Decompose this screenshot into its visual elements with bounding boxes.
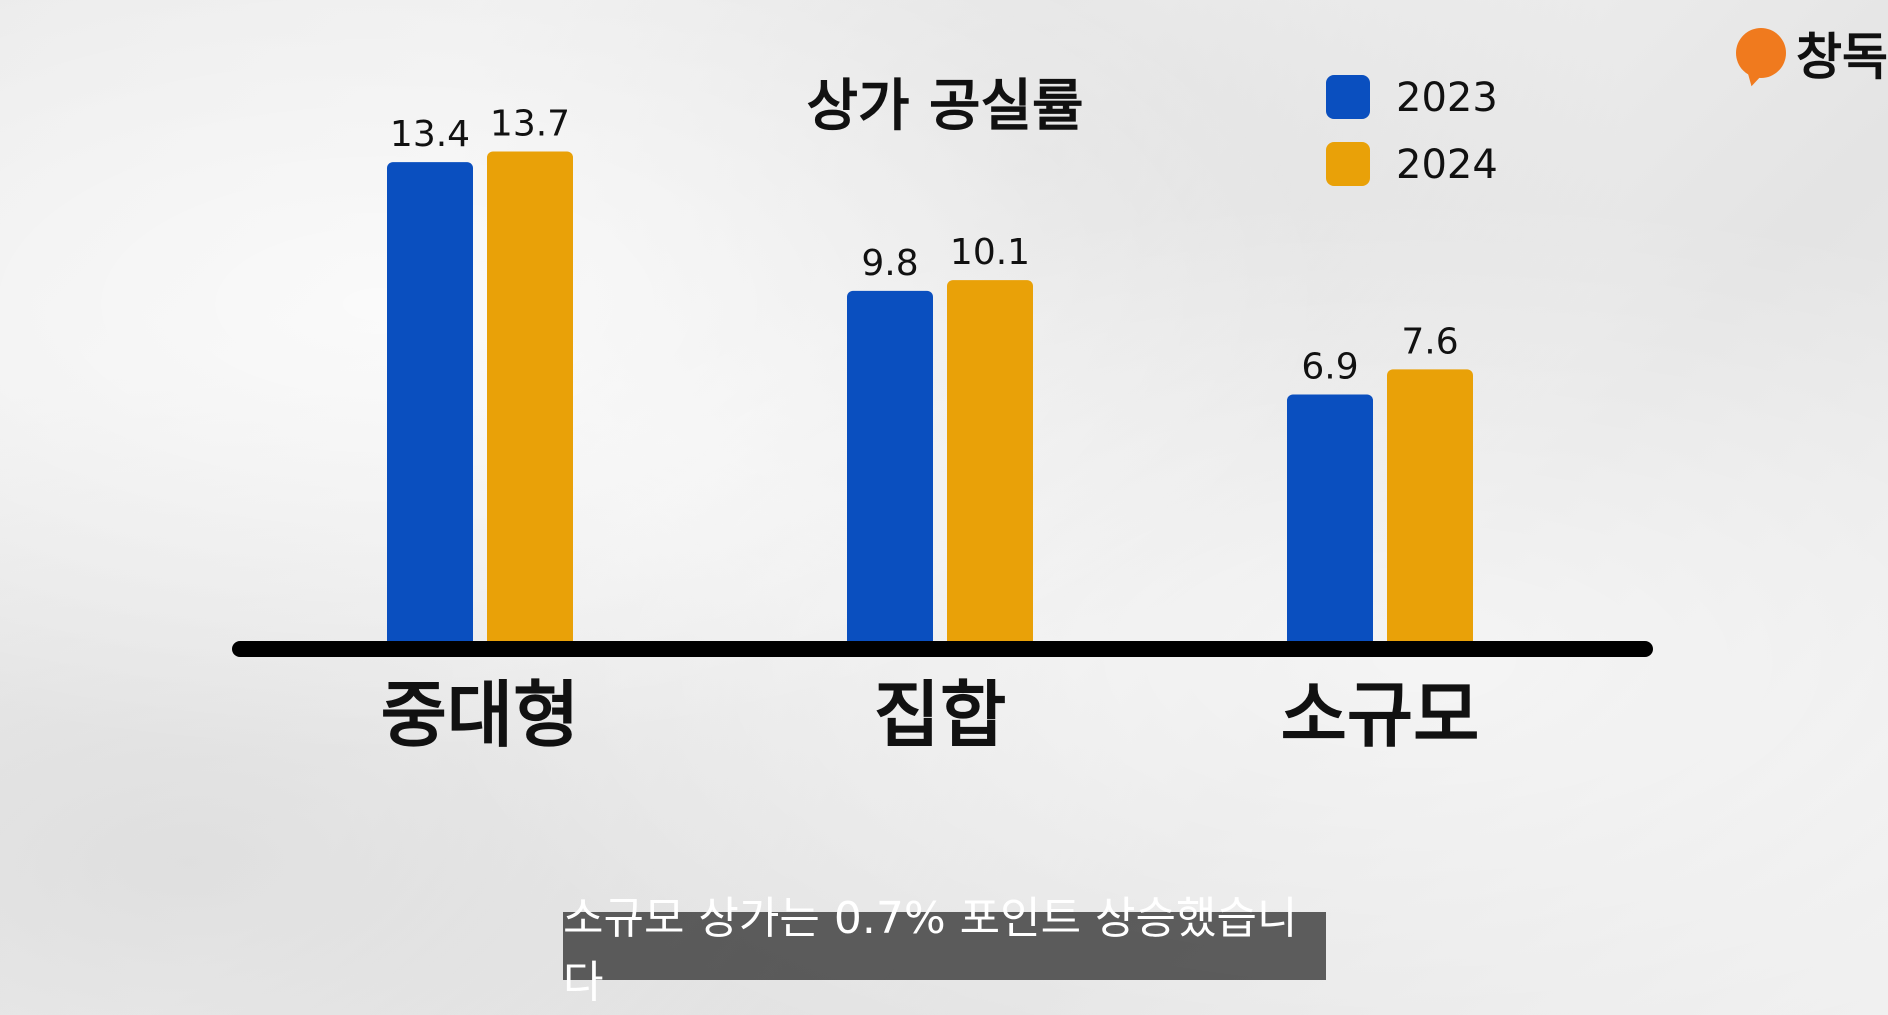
- data-label: 13.7: [490, 103, 570, 144]
- brand-logo: 창독: [1736, 18, 1888, 88]
- data-label: 7.6: [1401, 321, 1458, 362]
- brand-logo-text: 창독: [1796, 28, 1888, 86]
- data-label: 13.4: [390, 114, 470, 155]
- x-tick-label: 집합: [874, 673, 1006, 757]
- data-label: 6.9: [1301, 346, 1358, 387]
- chat-bubble-icon: [1736, 28, 1786, 78]
- bar-2024-1: [947, 280, 1033, 649]
- legend-label: 2024: [1396, 142, 1498, 188]
- chart-title: 상가 공실률: [806, 74, 1083, 139]
- legend-swatch-2023: [1326, 75, 1370, 119]
- legend-label: 2023: [1396, 75, 1498, 121]
- bar-2023-0: [387, 162, 473, 649]
- bars-group: 13.4 13.7 9.8 10.1 6.9 7.6: [387, 103, 1473, 649]
- x-tick-label: 소규모: [1281, 673, 1480, 757]
- x-tick-labels: 중대형 집합 소규모: [381, 673, 1480, 757]
- legend: 2023 2024: [1326, 75, 1498, 188]
- bar-2024-0: [487, 151, 573, 649]
- x-tick-label: 중대형: [381, 673, 580, 757]
- legend-swatch-2024: [1326, 142, 1370, 186]
- bar-2023-1: [847, 290, 933, 649]
- data-label: 10.1: [950, 232, 1030, 273]
- bar-2024-2: [1387, 369, 1473, 649]
- caption-subtitle: 소규모 상가는 0.7% 포인트 상승했습니다: [563, 893, 1326, 1008]
- bar-2023-2: [1287, 394, 1373, 649]
- data-label: 9.8: [861, 243, 918, 284]
